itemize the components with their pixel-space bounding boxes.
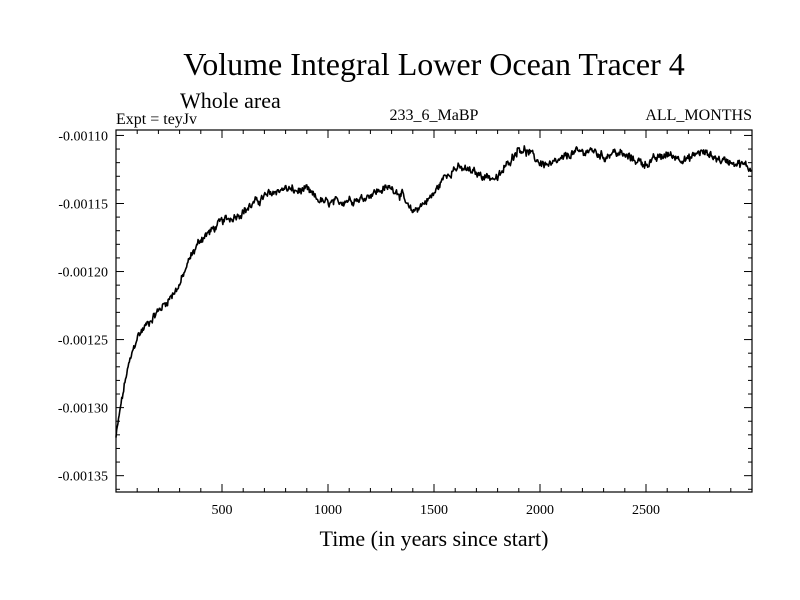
- y-tick-label: -0.00115: [58, 197, 108, 212]
- y-tick-label: -0.00130: [58, 402, 108, 417]
- series-layer: [115, 145, 753, 438]
- experiment-label: Expt = teyJv: [116, 111, 197, 128]
- x-axis-ticks: 500 1000 1500 2000 2500: [136, 130, 732, 518]
- y-tick-label: -0.00110: [58, 129, 108, 144]
- y-tick-label: -0.00125: [58, 334, 108, 349]
- y-tick-label: -0.00135: [58, 470, 108, 485]
- x-tick-label: 2500: [632, 503, 660, 518]
- plot-frame: [115, 129, 753, 493]
- x-tick-label: 1000: [314, 503, 342, 518]
- series-line: [115, 145, 753, 438]
- x-tick-label: 1500: [420, 503, 448, 518]
- x-axis-label: Time (in years since start): [320, 526, 549, 551]
- chart-title: Volume Integral Lower Ocean Tracer 4: [183, 46, 684, 82]
- months-label: ALL_MONTHS: [645, 107, 752, 124]
- x-tick-label: 2000: [526, 503, 554, 518]
- y-tick-label: -0.00120: [58, 266, 108, 281]
- chart-subtitle: Whole area: [180, 88, 281, 113]
- x-tick-label: 500: [212, 503, 233, 518]
- period-label: 233_6_MaBP: [390, 107, 479, 124]
